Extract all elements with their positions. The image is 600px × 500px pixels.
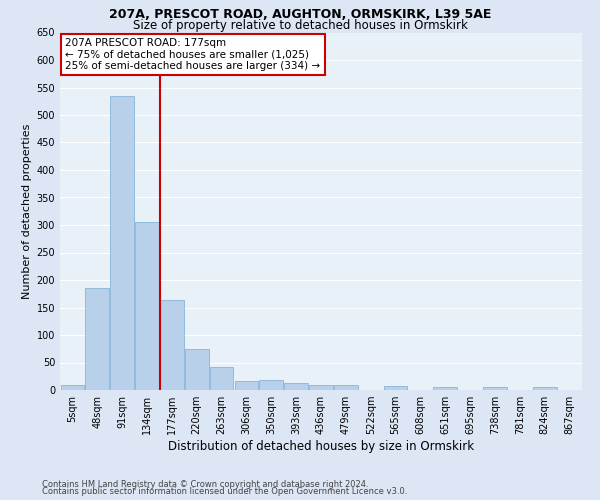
Text: 207A, PRESCOT ROAD, AUGHTON, ORMSKIRK, L39 5AE: 207A, PRESCOT ROAD, AUGHTON, ORMSKIRK, L… — [109, 8, 491, 20]
Bar — [334, 384, 358, 390]
Text: 207A PRESCOT ROAD: 177sqm
← 75% of detached houses are smaller (1,025)
25% of se: 207A PRESCOT ROAD: 177sqm ← 75% of detac… — [65, 38, 320, 71]
Bar — [235, 380, 258, 390]
Y-axis label: Number of detached properties: Number of detached properties — [22, 124, 32, 299]
Text: Size of property relative to detached houses in Ormskirk: Size of property relative to detached ho… — [133, 19, 467, 32]
Bar — [309, 384, 333, 390]
Bar — [284, 384, 308, 390]
Bar — [61, 384, 84, 390]
Bar — [85, 288, 109, 390]
Bar — [210, 367, 233, 390]
Bar — [384, 386, 407, 390]
X-axis label: Distribution of detached houses by size in Ormskirk: Distribution of detached houses by size … — [168, 440, 474, 453]
Text: Contains HM Land Registry data © Crown copyright and database right 2024.: Contains HM Land Registry data © Crown c… — [42, 480, 368, 489]
Bar — [259, 380, 283, 390]
Bar — [185, 349, 209, 390]
Bar — [160, 300, 184, 390]
Bar — [483, 387, 507, 390]
Bar — [135, 222, 159, 390]
Bar — [433, 387, 457, 390]
Text: Contains public sector information licensed under the Open Government Licence v3: Contains public sector information licen… — [42, 487, 407, 496]
Bar — [110, 96, 134, 390]
Bar — [533, 387, 557, 390]
